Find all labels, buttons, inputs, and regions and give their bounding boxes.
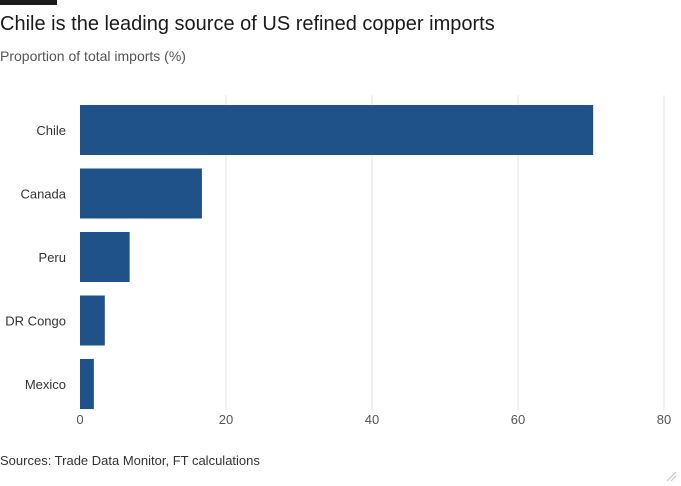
source-note: Sources: Trade Data Monitor, FT calculat… [0,453,260,468]
chart-title: Chile is the leading source of US refine… [0,13,495,35]
x-tick-label: 60 [511,412,525,427]
bar [80,168,202,219]
category-label: Canada [20,187,66,202]
bar-chart-svg: Chile Canada Peru DR Congo Mexico 0 20 40 60 80 [5,95,671,427]
x-tick-label: 20 [219,412,233,427]
bar [80,295,105,346]
x-tick-label: 40 [365,412,379,427]
resize-corner-icon [666,471,677,482]
bar [80,105,594,155]
chart-subtitle: Proportion of total imports (%) [0,48,186,64]
bar-chart: Chile Canada Peru DR Congo Mexico 0 20 40 60 80 [0,90,681,440]
bar [80,359,94,409]
x-tick-label: 0 [76,412,83,427]
header-accent-rule [0,0,57,5]
category-label: Peru [39,250,66,265]
category-label: DR Congo [5,314,66,329]
category-label: Mexico [25,377,66,392]
bar [80,232,130,282]
category-label: Chile [36,123,66,138]
x-tick-label: 80 [657,412,671,427]
